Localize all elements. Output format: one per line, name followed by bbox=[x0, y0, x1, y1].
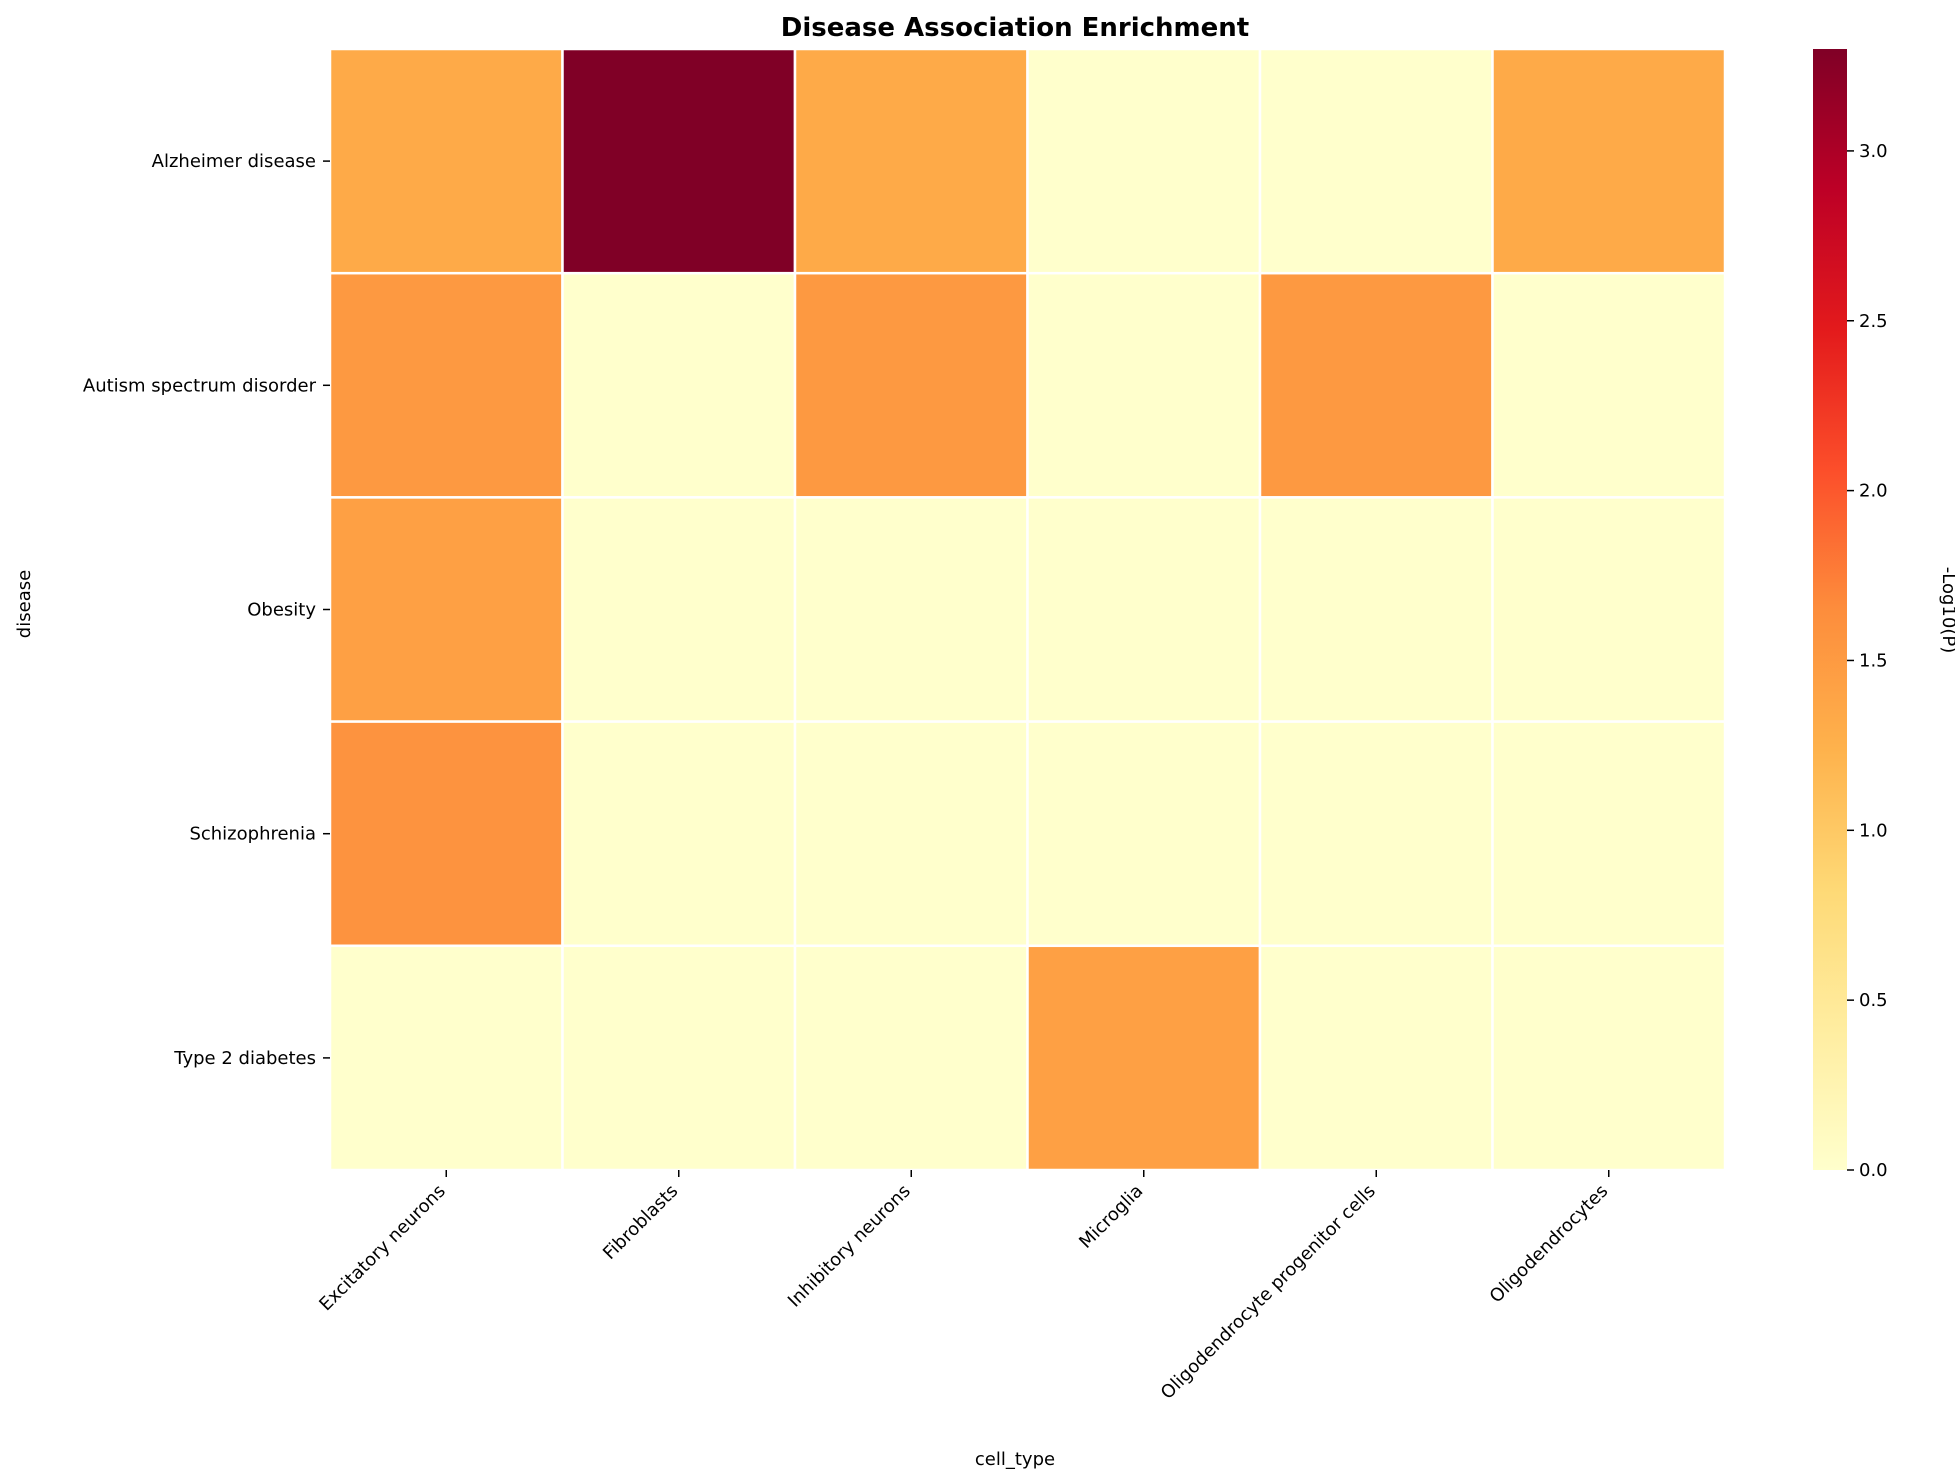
heatmap-cell bbox=[1026, 720, 1262, 948]
y-tick-label: Obesity bbox=[247, 600, 316, 621]
colorbar-tick-label: 1.0 bbox=[1859, 820, 1888, 841]
heatmap-cell bbox=[561, 720, 797, 948]
colorbar-ticks: 0.0 0.5 1.0 1.5 2.0 2.5 3.0 bbox=[1847, 141, 1888, 1181]
heatmap-cell bbox=[1258, 271, 1494, 499]
heatmap-cell bbox=[793, 271, 1029, 499]
heatmap-cell bbox=[1026, 944, 1262, 1172]
heatmap-cell bbox=[561, 47, 797, 275]
heatmap-cell bbox=[328, 496, 564, 723]
x-tick-label: Oligodendrocyte progenitor cells bbox=[1157, 1181, 1380, 1404]
heatmap-cell bbox=[1026, 496, 1262, 723]
x-tick-label: Fibroblasts bbox=[599, 1181, 682, 1264]
heatmap-cell bbox=[1491, 944, 1727, 1172]
y-tick-label: Autism spectrum disorder bbox=[83, 375, 317, 396]
chart-title: Disease Association Enrichment bbox=[781, 13, 1249, 43]
y-tick-label: Schizophrenia bbox=[189, 824, 316, 845]
colorbar-gradient bbox=[1813, 49, 1847, 1170]
colorbar-tick-label: 2.5 bbox=[1859, 311, 1888, 332]
x-tick-label: Microglia bbox=[1075, 1181, 1147, 1253]
x-tick-label: Oligodendrocytes bbox=[1486, 1181, 1613, 1308]
colorbar-tick-label: 2.0 bbox=[1859, 481, 1888, 502]
heatmap-cell bbox=[328, 944, 564, 1172]
heatmap-cell bbox=[1491, 271, 1727, 499]
heatmap-cell bbox=[1491, 496, 1727, 723]
heatmap-cell bbox=[1026, 271, 1262, 499]
heatmap-cell bbox=[1258, 720, 1494, 948]
heatmap-cell bbox=[1258, 496, 1494, 723]
heatmap-cell bbox=[793, 720, 1029, 948]
heatmap-cell bbox=[1491, 720, 1727, 948]
colorbar-label: -Log10(P) bbox=[1938, 567, 1955, 653]
heatmap-cell bbox=[1258, 47, 1494, 275]
heatmap-cell bbox=[561, 944, 797, 1172]
heatmap-cell bbox=[328, 271, 564, 499]
colorbar-tick-label: 1.5 bbox=[1859, 650, 1888, 671]
colorbar: 0.0 0.5 1.0 1.5 2.0 2.5 3.0 -Log10(P) bbox=[1813, 49, 1955, 1181]
x-tick-label: Excitatory neurons bbox=[315, 1181, 450, 1316]
y-tick-label: Type 2 diabetes bbox=[173, 1048, 316, 1069]
heatmap-cell bbox=[561, 271, 797, 499]
x-tick-label: Inhibitory neurons bbox=[784, 1181, 915, 1312]
colorbar-tick-label: 0.5 bbox=[1859, 990, 1888, 1011]
heatmap-cell bbox=[1258, 944, 1494, 1172]
heatmap-cell bbox=[328, 47, 564, 275]
x-axis-label: cell_type bbox=[975, 1449, 1055, 1470]
heatmap-cell bbox=[793, 496, 1029, 723]
heatmap-cell bbox=[793, 944, 1029, 1172]
y-axis-label: disease bbox=[14, 570, 35, 638]
heatmap-cell bbox=[793, 47, 1029, 275]
colorbar-tick-label: 0.0 bbox=[1859, 1160, 1888, 1181]
y-axis: Alzheimer disease Autism spectrum disorde… bbox=[83, 151, 330, 1069]
heatmap-cell bbox=[1491, 47, 1727, 275]
heatmap-cells bbox=[328, 47, 1727, 1172]
heatmap-cell bbox=[328, 720, 564, 948]
x-axis: Excitatory neurons Fibroblasts Inhibitory … bbox=[315, 1170, 1612, 1404]
heatmap-cell bbox=[1026, 47, 1262, 275]
colorbar-tick-label: 3.0 bbox=[1859, 141, 1888, 162]
heatmap-cell bbox=[561, 496, 797, 723]
y-tick-label: Alzheimer disease bbox=[152, 151, 316, 172]
